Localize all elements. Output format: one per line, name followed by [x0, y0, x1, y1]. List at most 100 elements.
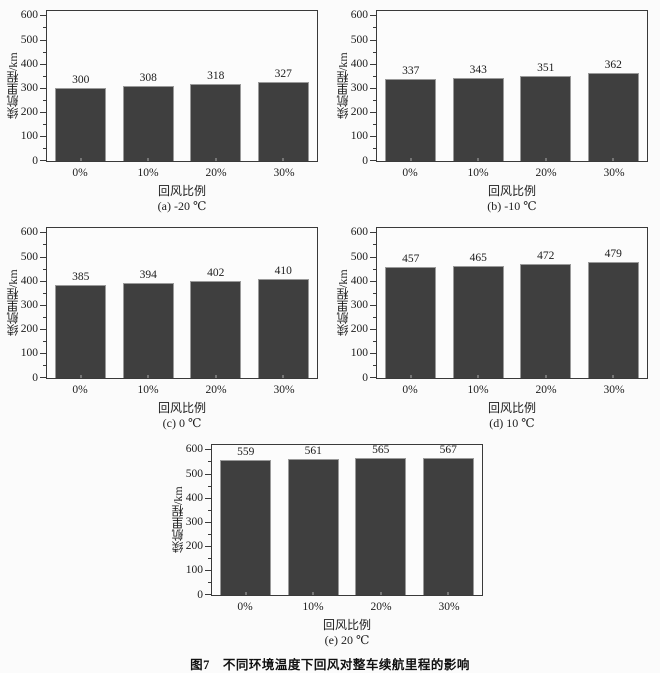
- x-tick-label: 20%: [535, 384, 557, 396]
- y-tick-label: 0: [32, 154, 38, 167]
- y-minor-tick: [43, 365, 46, 367]
- bar-0%: 337: [385, 65, 437, 161]
- y-minor-tick: [208, 534, 211, 536]
- bar-20%: 402: [190, 267, 242, 378]
- subplot-b: 续航里程/km 337 343 351 362 0 100 200 300 400 500 600…: [330, 0, 660, 216]
- bar-slot: 402: [182, 228, 250, 378]
- bar-value-label: 343: [469, 64, 487, 77]
- bar-value-label: 385: [72, 270, 90, 283]
- y-tick-label: 500: [20, 250, 38, 263]
- y-tick-label: 400: [20, 274, 38, 287]
- bar-value-label: 351: [537, 62, 555, 75]
- y-tick-label: 400: [185, 491, 203, 504]
- y-minor-tick: [373, 292, 376, 294]
- bar-20%: 351: [520, 62, 572, 161]
- y-tick: [370, 87, 376, 89]
- bar-30%: 327: [257, 68, 309, 161]
- y-minor-tick: [373, 244, 376, 246]
- chart-row-middle: 续航里程/km 385 394 402 410 0 100 200 300 400 500 600…: [0, 217, 660, 434]
- y-minor-tick: [43, 75, 46, 77]
- y-minor-tick: [43, 27, 46, 29]
- subplot-caption: (c) 0 ℃: [162, 416, 202, 430]
- subplot-caption: (b) -10 ℃: [487, 199, 537, 213]
- bar-value-label: 410: [274, 264, 292, 277]
- subplot-caption: (a) -20 ℃: [157, 199, 207, 213]
- x-tick-label: 10%: [467, 384, 489, 396]
- y-axis-title: 续航里程/km: [171, 486, 185, 554]
- y-tick-label: 400: [20, 57, 38, 70]
- y-tick: [40, 232, 46, 234]
- y-tick: [370, 280, 376, 282]
- bar-slot: 362: [580, 11, 648, 161]
- bar-slot: 337: [377, 11, 445, 161]
- bar-slot: 300: [47, 11, 115, 161]
- y-minor-tick: [43, 341, 46, 343]
- y-minor-tick: [43, 292, 46, 294]
- x-axis-title: 回风比例: [157, 184, 206, 198]
- x-tick-labels: 0% 10% 20% 30%: [46, 384, 318, 396]
- y-minor-tick: [373, 100, 376, 102]
- y-minor-tick: [373, 148, 376, 150]
- y-tick: [370, 112, 376, 114]
- bar-slot: 567: [415, 444, 483, 595]
- bar-30%: 410: [257, 265, 309, 378]
- bar-0%: 559: [220, 446, 272, 595]
- y-tick: [370, 63, 376, 65]
- x-tick-label: 30%: [603, 167, 625, 179]
- bar-value-label: 402: [207, 266, 225, 279]
- plot-area: 457 465 472 479 0 100 200 300 400 500 600: [351, 227, 648, 383]
- bar-0%: 300: [55, 74, 107, 161]
- y-tick: [205, 570, 211, 572]
- bar-slot: 565: [347, 444, 415, 595]
- y-minor-tick: [43, 244, 46, 246]
- plot-area: 559 561 565 567 0 100 200 300 400 500 600: [186, 444, 483, 600]
- y-tick-label: 0: [32, 371, 38, 384]
- bar-slot: 308: [115, 11, 183, 161]
- y-axis-title: 续航里程/km: [6, 52, 20, 120]
- bar-slot: 343: [445, 11, 513, 161]
- y-tick: [205, 546, 211, 548]
- y-tick-label: 200: [20, 105, 38, 118]
- bar-30%: 567: [422, 444, 474, 595]
- x-tick-label: 20%: [535, 167, 557, 179]
- y-tick-label: 100: [350, 347, 368, 360]
- y-tick: [40, 280, 46, 282]
- x-axis-title: 回风比例: [322, 618, 371, 632]
- bar-20%: 565: [355, 444, 407, 595]
- bar-10%: 343: [452, 64, 504, 161]
- y-tick: [40, 136, 46, 138]
- plot-area: 337 343 351 362 0 100 200 300 400 500 600: [351, 10, 648, 166]
- y-tick: [370, 256, 376, 258]
- x-tick-label: 30%: [603, 384, 625, 396]
- y-tick: [370, 232, 376, 234]
- x-tick-label: 0%: [237, 601, 253, 613]
- bar-30%: 479: [587, 248, 639, 378]
- y-minor-tick: [373, 124, 376, 126]
- y-tick-label: 0: [362, 154, 368, 167]
- bar-value-label: 561: [304, 445, 322, 458]
- bar-30%: 362: [587, 59, 639, 161]
- y-tick: [370, 160, 376, 161]
- y-tick: [40, 63, 46, 65]
- bar-slot: 327: [250, 11, 318, 161]
- x-tick-label: 20%: [370, 601, 392, 613]
- y-minor-tick: [43, 51, 46, 53]
- y-minor-tick: [208, 558, 211, 560]
- bar-slot: 561: [280, 445, 348, 595]
- y-axis-title: 续航里程/km: [6, 269, 20, 337]
- bar-slot: 318: [182, 11, 250, 161]
- y-minor-tick: [373, 341, 376, 343]
- y-tick: [205, 449, 211, 451]
- subplot-caption: (d) 10 ℃: [489, 416, 535, 430]
- bar-value-label: 300: [72, 74, 90, 87]
- x-axis-title: 回风比例: [487, 184, 536, 198]
- y-tick-label: 300: [350, 298, 368, 311]
- bars: 457 465 472 479: [377, 228, 647, 378]
- x-tick-labels: 0% 10% 20% 30%: [211, 601, 483, 613]
- bar-value-label: 465: [469, 251, 487, 264]
- bar-10%: 308: [122, 72, 174, 161]
- bar-value-label: 567: [439, 443, 457, 456]
- bar-slot: 559: [212, 445, 280, 595]
- y-tick-label: 600: [185, 443, 203, 456]
